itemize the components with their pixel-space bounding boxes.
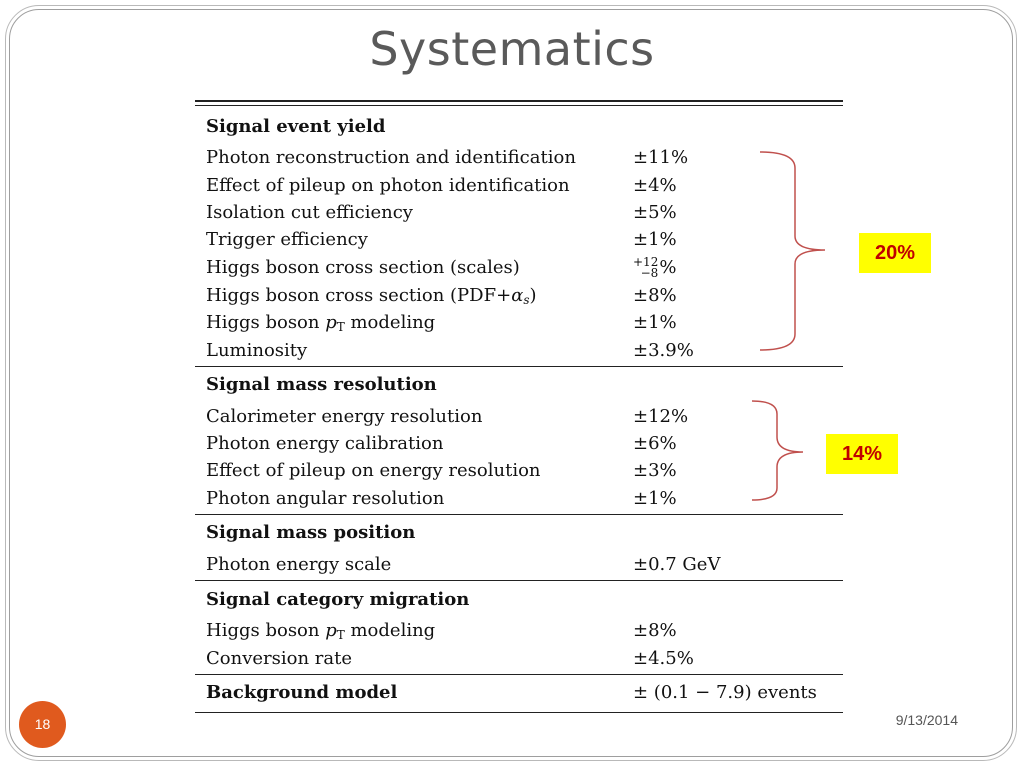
table-bottom-rule (195, 712, 843, 713)
section-rule (195, 366, 843, 367)
row-value: ±1% (633, 488, 677, 509)
row-label: Effect of pileup on photon identificatio… (206, 175, 570, 196)
row-value: ±0.7 GeV (633, 554, 721, 575)
asym-unit: % (659, 257, 677, 278)
page-number-badge: 18 (19, 701, 66, 748)
row-value: ±4.5% (633, 648, 694, 669)
asym-up: +12 (633, 255, 659, 269)
asym-error: +12 −8 (633, 255, 659, 280)
label-subscript: T (336, 320, 345, 334)
label-pre: Higgs boson (206, 312, 326, 333)
brace-right-mass-resolution (751, 400, 804, 501)
table-top-rule (195, 100, 843, 102)
asym-down: −8 (640, 266, 659, 280)
row-value: ±8% (633, 285, 677, 306)
row-label: Higgs boson pT modeling (206, 312, 435, 338)
row-value: ±12% (633, 406, 689, 427)
label-pre: Higgs boson cross section (PDF+ (206, 285, 512, 306)
row-label: Trigger efficiency (206, 229, 368, 250)
row-label: Calorimeter energy resolution (206, 406, 483, 427)
row-value-asym: +12 −8% (633, 255, 677, 280)
slide-frame-outer (5, 5, 1017, 761)
label-symbol: p (325, 312, 337, 333)
slide-title: Systematics (369, 22, 655, 76)
brace-right-signal-yield (759, 151, 826, 351)
row-label: Luminosity (206, 340, 308, 361)
table-top-rule-2 (195, 105, 843, 106)
section-heading-signal-mass-resolution: Signal mass resolution (206, 374, 437, 395)
label-subscript: s (523, 293, 530, 307)
row-value: ±6% (633, 433, 677, 454)
row-value: ±8% (633, 620, 677, 641)
label-symbol: α (511, 285, 524, 306)
section-rule (195, 674, 843, 675)
section-rule (195, 580, 843, 581)
row-value: ±1% (633, 229, 677, 250)
row-value: ±4% (633, 175, 677, 196)
row-label: Photon energy scale (206, 554, 392, 575)
row-value: ±3.9% (633, 340, 694, 361)
row-label: Photon energy calibration (206, 433, 444, 454)
row-label: Higgs boson cross section (scales) (206, 257, 520, 278)
section-heading-signal-category-migration: Signal category migration (206, 589, 470, 610)
slide-date: 9/13/2014 (895, 712, 958, 728)
label-post: modeling (344, 312, 436, 333)
label-post: ) (529, 285, 537, 306)
row-value: ±5% (633, 202, 677, 223)
label-post: modeling (344, 620, 436, 641)
row-label: Conversion rate (206, 648, 352, 669)
row-label: Photon reconstruction and identification (206, 147, 576, 168)
badge-signal-yield-total: 20% (859, 233, 931, 273)
section-heading-background-model: Background model (206, 682, 398, 703)
section-rule (195, 514, 843, 515)
row-label: Photon angular resolution (206, 488, 445, 509)
row-label: Higgs boson pT modeling (206, 620, 435, 646)
row-label: Higgs boson cross section (PDF+αs) (206, 285, 537, 311)
section-heading-signal-event-yield: Signal event yield (206, 116, 386, 137)
section-heading-signal-mass-position: Signal mass position (206, 522, 416, 543)
row-value: ± (0.1 − 7.9) events (633, 682, 817, 703)
row-value: ±3% (633, 460, 677, 481)
row-label: Isolation cut efficiency (206, 202, 413, 223)
row-value: ±1% (633, 312, 677, 333)
label-symbol: p (325, 620, 337, 641)
label-subscript: T (336, 628, 345, 642)
label-pre: Higgs boson (206, 620, 326, 641)
row-value: ±11% (633, 147, 689, 168)
badge-mass-resolution-total: 14% (826, 434, 898, 474)
row-label: Effect of pileup on energy resolution (206, 460, 541, 481)
slide-frame-inner (9, 9, 1013, 757)
